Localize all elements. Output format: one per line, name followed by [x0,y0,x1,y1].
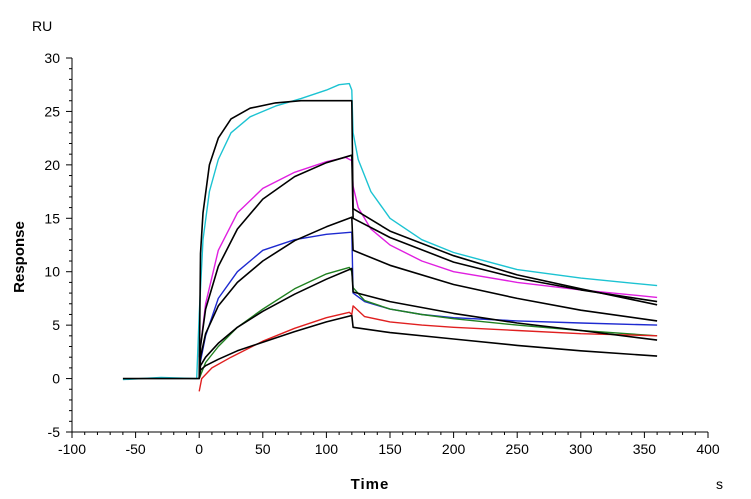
sensorgram-curve [198,231,658,369]
sensorgram-curve [122,82,658,381]
x-tick-label: 150 [378,441,402,457]
y-tick-label: 5 [52,317,60,333]
x-tick-label: 200 [442,441,466,457]
sensorgram-curve [198,305,658,392]
x-axis-ticks: -100 -50 0 50 100 150 200 250 300 350 400 [58,432,720,457]
y-unit-label: RU [32,18,52,34]
y-tick-label: 15 [44,210,60,226]
series-layer [122,82,658,392]
fit-curve [198,267,658,379]
x-unit-label: s [716,476,723,492]
x-tick-label: 50 [255,441,271,457]
axes: -100 -50 0 50 100 150 200 250 300 350 400 -5051015… [44,50,719,457]
x-tick-label: 100 [315,441,339,457]
x-tick-label: -50 [125,441,145,457]
x-tick-label: 350 [633,441,657,457]
x-tick-label: 300 [569,441,593,457]
fit-curve [198,314,658,379]
y-tick-label: 20 [44,157,60,173]
x-tick-label: 0 [195,441,203,457]
x-axis-title: Time [351,476,390,493]
x-tick-label: 250 [506,441,530,457]
fit-curve [198,216,658,379]
y-tick-label: 25 [44,103,60,119]
x-tick-label: 400 [696,441,720,457]
y-tick-label: -5 [48,424,61,440]
fit-curve [122,99,658,380]
fit-curve [198,154,658,379]
y-tick-label: 10 [44,264,60,280]
x-tick-label: -100 [58,441,86,457]
y-tick-label: 30 [44,50,60,66]
y-axis-title: Response [11,221,28,293]
y-axis-ticks: -5 0 5 10 15 20 25 30 [44,50,72,440]
y-tick-label: 0 [52,371,60,387]
